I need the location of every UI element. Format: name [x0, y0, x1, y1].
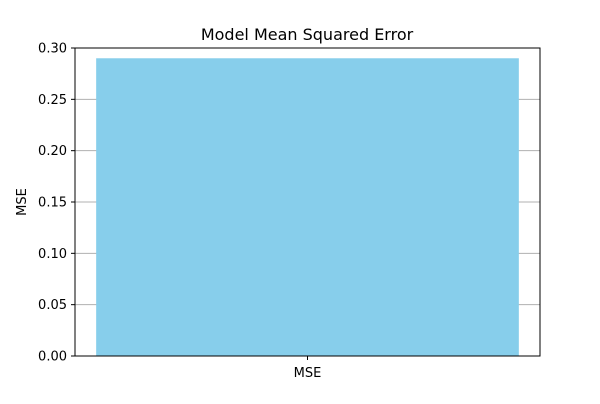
y-tick-label: 0.30 [38, 42, 67, 57]
x-tick-label: MSE [294, 366, 322, 381]
bar-mse [96, 58, 519, 357]
y-tick-label: 0.00 [38, 350, 67, 365]
y-tick-label: 0.05 [38, 298, 67, 313]
y-axis-label: MSE [15, 188, 30, 216]
y-tick-label: 0.25 [38, 93, 67, 108]
y-axis-ticks: 0.00 0.05 0.10 0.15 0.20 0.25 0.30 [38, 42, 75, 365]
y-tick-label: 0.20 [38, 144, 67, 159]
x-axis-ticks: MSE [294, 356, 322, 381]
y-tick-label: 0.15 [38, 196, 67, 211]
chart-title: Model Mean Squared Error [201, 25, 414, 44]
y-tick-label: 0.10 [38, 247, 67, 262]
bar-layer [96, 58, 519, 357]
